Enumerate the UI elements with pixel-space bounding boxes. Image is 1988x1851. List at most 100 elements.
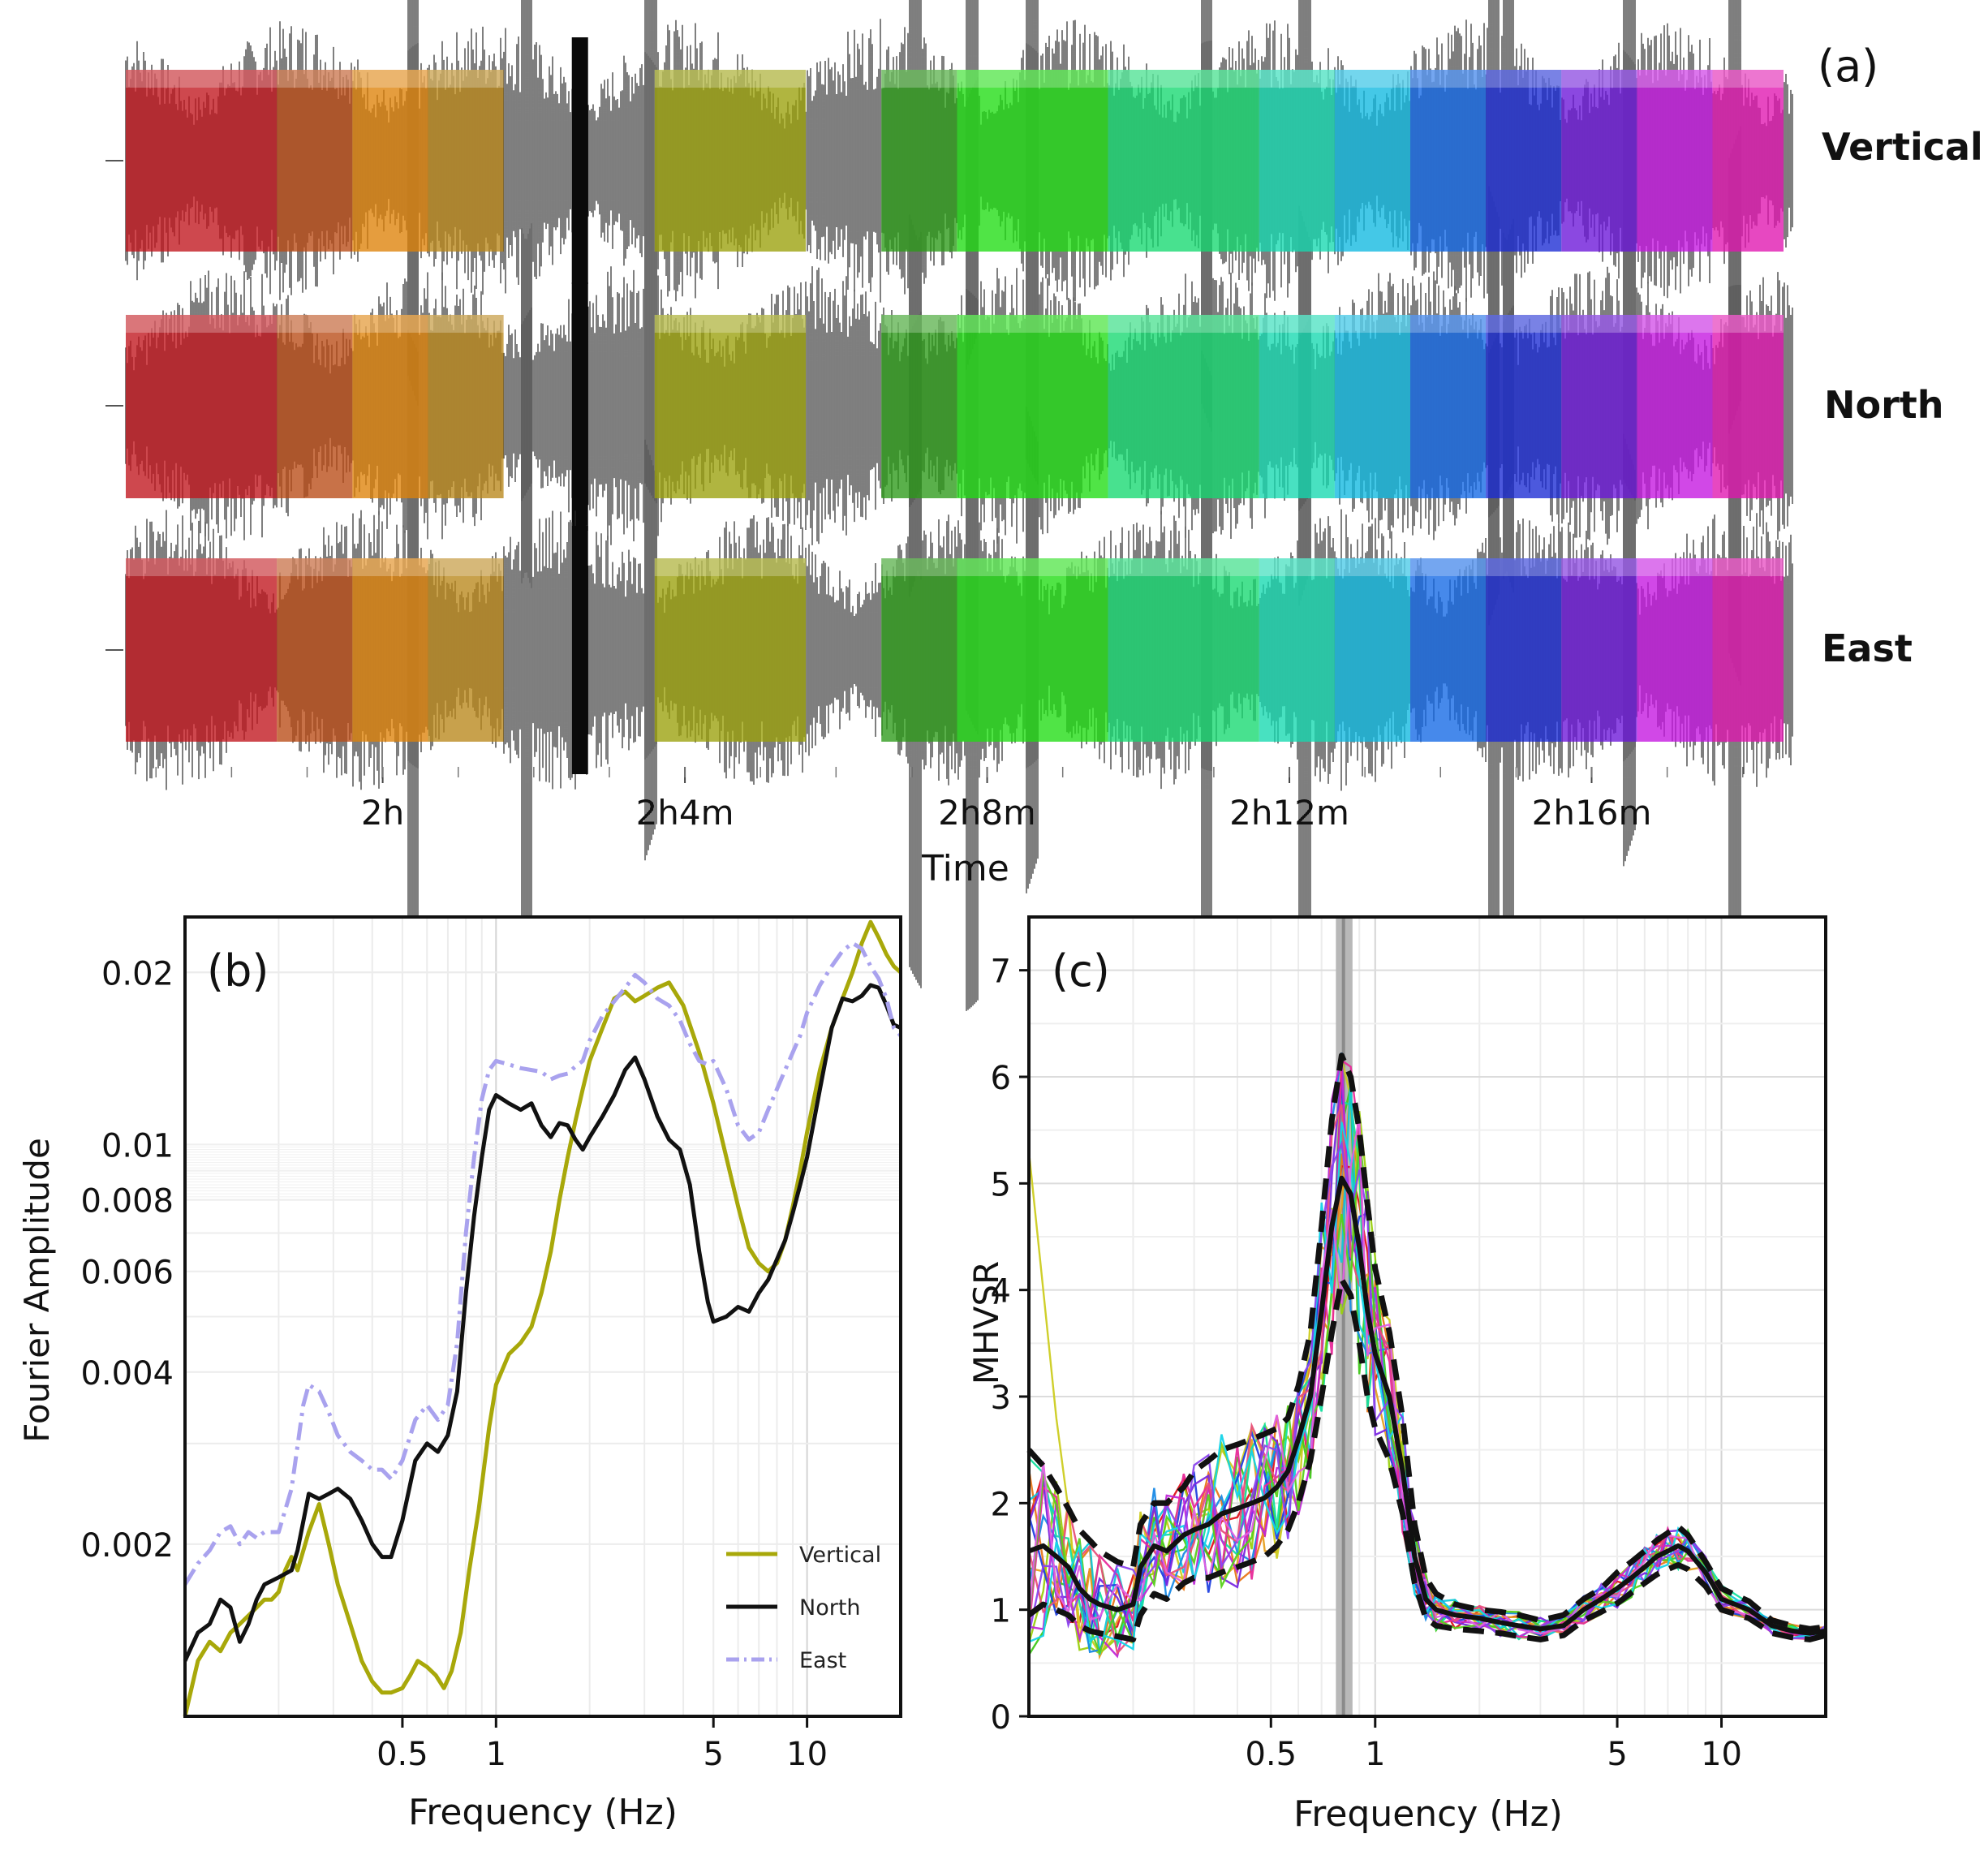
time-window-highlight [1712, 70, 1784, 88]
waveform-burst [571, 526, 588, 774]
x-tick-label: 2h4m [636, 793, 734, 833]
time-window-highlight [352, 315, 428, 333]
time-window-6 [881, 315, 957, 498]
time-window-3 [352, 70, 428, 252]
legend-label-vertical: Vertical [799, 1543, 881, 1568]
x-tick-label: 1 [1365, 1736, 1385, 1773]
time-window-highlight [126, 70, 278, 88]
time-window-highlight [881, 315, 957, 333]
legend-label-north: North [799, 1595, 861, 1621]
x-tick-label: 0.5 [377, 1736, 428, 1773]
time-window-highlight [1561, 315, 1637, 333]
y-tick-label: 5 [991, 1166, 1011, 1203]
x-tick-label: 5 [703, 1736, 723, 1773]
y-tick-label: 0.006 [80, 1255, 174, 1292]
panel-c-x-tick-labels: 0.5 1 5 10 [1245, 1716, 1742, 1773]
x-tick-label: 2h [361, 793, 404, 833]
waveform-burst [571, 282, 588, 531]
panel-a-x-tick-labels: 2h 2h4m 2h8m 2h12m 2h16m [155, 767, 1744, 833]
time-window-highlight [957, 558, 1108, 576]
time-window-12 [1486, 558, 1562, 742]
panel-c-window-curves [1027, 1052, 1827, 1660]
time-window-highlight [1712, 315, 1784, 333]
panel-b-series [183, 919, 902, 1717]
panel-c-frame [1027, 915, 1827, 1718]
time-window-1 [126, 558, 278, 742]
x-tick-label: 0.5 [1245, 1736, 1297, 1773]
time-window-highlight [1108, 315, 1259, 333]
panel-c-y-axis-title: MHVSR [966, 1261, 1006, 1384]
time-window-7 [957, 558, 1108, 742]
time-window-12 [1486, 70, 1562, 252]
time-window-highlight [1410, 315, 1487, 333]
time-window-highlight [1637, 558, 1713, 576]
time-window-5 [654, 315, 807, 498]
mean-plus-std-curve [1026, 1052, 1827, 1632]
time-window-highlight [1486, 558, 1562, 576]
panel-b-x-axis-title: Frequency (Hz) [408, 1792, 678, 1833]
time-window-highlight [1637, 315, 1713, 333]
y-tick-label: 0.002 [80, 1527, 174, 1565]
time-window-highlight [1410, 70, 1487, 88]
time-window-7 [957, 70, 1108, 252]
y-tick-label: 1 [991, 1593, 1011, 1630]
mean-mhvsr-curve [1027, 1175, 1827, 1636]
time-window-3 [352, 315, 428, 498]
time-window-10 [1334, 70, 1411, 252]
panel-c-y-tick-labels: 0 1 2 3 4 5 6 7 [991, 953, 1029, 1737]
panel-b-frame [183, 915, 902, 1718]
component-label-east: East [1822, 626, 1913, 670]
time-window-9 [1259, 558, 1335, 742]
time-window-13 [1561, 315, 1637, 498]
time-window-5 [654, 558, 807, 742]
x-tick-label: 1 [486, 1736, 506, 1773]
time-window-10 [1334, 558, 1411, 742]
time-window-11 [1410, 315, 1487, 498]
panel-c-statistics-curves [1026, 1052, 1827, 1642]
y-tick-label: 0.004 [80, 1355, 174, 1393]
time-window-highlight [1259, 70, 1335, 88]
time-window-highlight [126, 315, 278, 333]
time-window-8 [1108, 70, 1259, 252]
panel-a-label: (a) [1818, 41, 1878, 92]
time-window-highlight [881, 70, 957, 88]
time-window-highlight [277, 558, 353, 576]
time-windows [126, 70, 1784, 742]
time-window-highlight [881, 558, 957, 576]
time-window-highlight [1108, 70, 1259, 88]
time-window-13 [1561, 558, 1637, 742]
y-tick-label: 0.02 [101, 955, 174, 992]
time-window-11 [1410, 70, 1487, 252]
x-tick-label: 10 [786, 1736, 828, 1773]
time-window-highlight [428, 70, 504, 88]
time-window-11 [1410, 558, 1487, 742]
time-window-highlight [1259, 558, 1335, 576]
time-window-5 [654, 70, 807, 252]
x-tick-label: 2h8m [938, 793, 1036, 833]
time-window-highlight [1108, 558, 1259, 576]
time-window-14 [1637, 558, 1713, 742]
time-window-highlight [957, 70, 1108, 88]
time-window-2 [277, 70, 353, 252]
panel-c-label: (c) [1052, 945, 1110, 997]
panel-b-y-axis-title: Fourier Amplitude [17, 1138, 57, 1443]
y-tick-label: 2 [991, 1486, 1011, 1523]
panel-b-x-tick-labels: 0.5 1 5 10 [377, 1716, 828, 1773]
time-window-highlight [352, 558, 428, 576]
time-window-highlight [1561, 558, 1637, 576]
panel-b-legend: Vertical North East [726, 1543, 881, 1673]
time-window-4 [428, 70, 504, 252]
time-window-highlight [957, 315, 1108, 333]
legend-label-east: East [799, 1648, 846, 1673]
time-window-highlight [1712, 558, 1784, 576]
x-tick-label: 2h12m [1229, 793, 1349, 833]
time-window-highlight [1486, 70, 1562, 88]
time-window-3 [352, 558, 428, 742]
y-tick-label: 0.01 [101, 1127, 174, 1164]
time-window-15 [1712, 70, 1784, 252]
time-window-7 [957, 315, 1108, 498]
y-tick-label: 0 [991, 1699, 1011, 1737]
time-window-4 [428, 315, 504, 498]
time-window-1 [126, 315, 278, 498]
